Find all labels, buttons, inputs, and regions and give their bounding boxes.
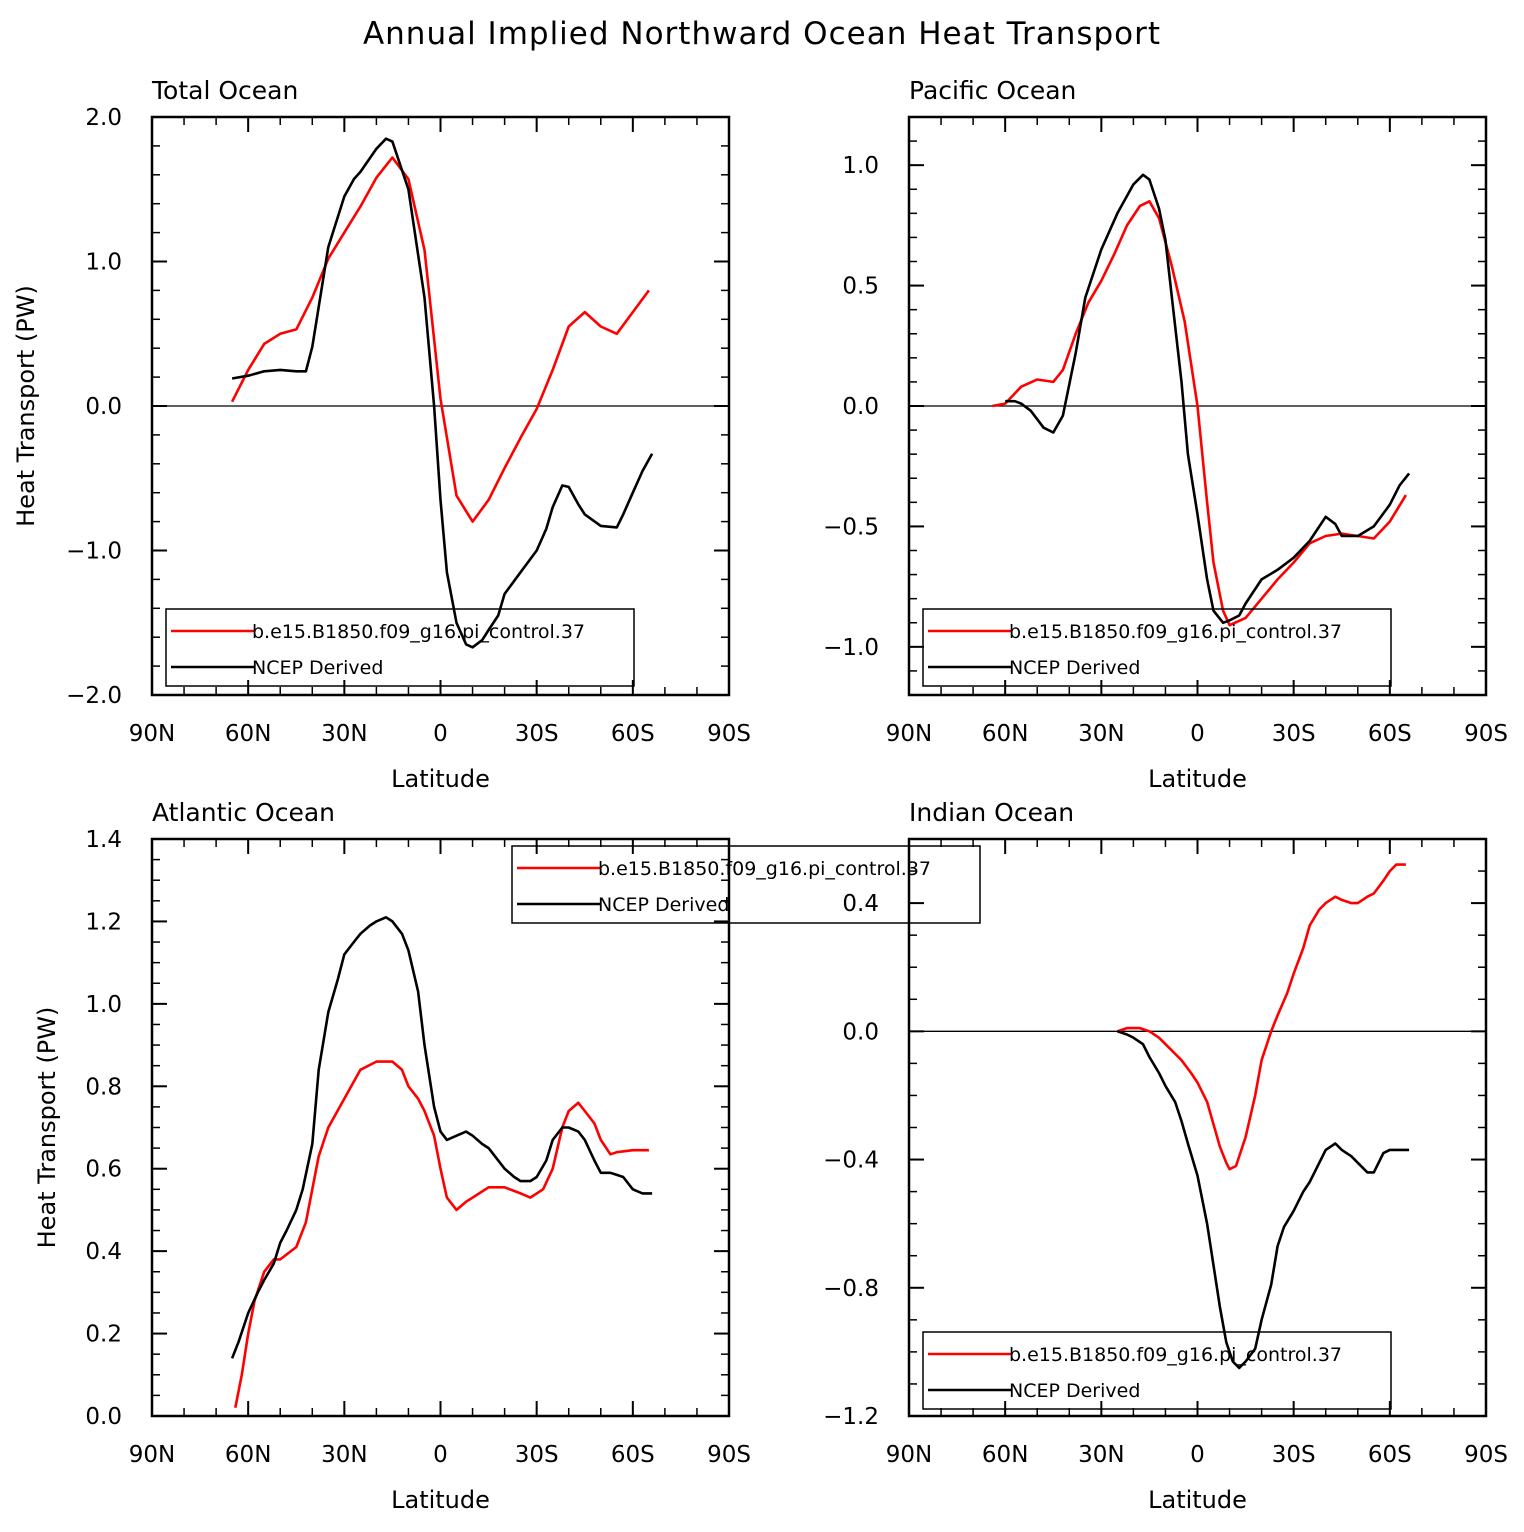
y-tick-label: −0.5: [823, 514, 879, 540]
x-tick-label: 60N: [982, 721, 1028, 747]
y-tick-label: 0.0: [842, 1019, 879, 1045]
model-series-line: [992, 200, 1408, 627]
panel-1: −1.0 −0.5 0.0 0.5 1.0 90N 60N 30N 0 30S 60S 90S Paci…: [823, 76, 1508, 793]
plot-frame: [150, 837, 731, 1418]
x-tick-label: 60S: [611, 721, 655, 747]
panel-title: Atlantic Ocean: [152, 798, 335, 827]
x-tick-label: 0: [433, 721, 448, 747]
x-tick-label: 30N: [321, 1442, 367, 1468]
x-axis-label: Latitude: [1148, 765, 1247, 793]
x-tick-label: 30N: [1078, 721, 1124, 747]
y-tick-label: 0.2: [85, 1322, 122, 1348]
y-tick-label: −0.4: [823, 1148, 879, 1174]
legend-box: [165, 608, 635, 687]
obs-series-line: [231, 137, 654, 649]
legend-model-label: b.e15.B1850.f09_g16.pi_control.37: [252, 621, 585, 643]
model-series-line: [1116, 863, 1406, 1171]
y-tick-label: 1.0: [85, 992, 122, 1018]
figure-title: Annual Implied Northward Ocean Heat Tran…: [363, 16, 1161, 52]
panel-title: Total Ocean: [151, 76, 298, 105]
x-tick-label: 60S: [611, 1442, 655, 1468]
x-tick-label: 30S: [1272, 1442, 1316, 1468]
x-axis-label: Latitude: [391, 1486, 490, 1514]
panel-3: −1.2 −0.8 −0.4 0.0 0.4 90N 60N 30N 0 30S 60S 90S Ind…: [823, 798, 1508, 1514]
x-tick-label: 90N: [886, 721, 932, 747]
x-tick-label: 60S: [1368, 721, 1412, 747]
y-tick-label: 0.5: [842, 274, 879, 300]
y-tick-label: −1.2: [823, 1404, 879, 1430]
x-tick-label: 90S: [707, 721, 751, 747]
x-axis-label: Latitude: [391, 765, 490, 793]
model-series-line: [230, 156, 650, 523]
y-tick-label: 1.0: [85, 250, 122, 276]
x-tick-label: 0: [433, 1442, 448, 1468]
legend-model-label: b.e15.B1850.f09_g16.pi_control.37: [598, 858, 931, 880]
legend-box: [922, 608, 1392, 687]
x-tick-label: 60S: [1368, 1442, 1412, 1468]
x-tick-label: 90N: [886, 1442, 932, 1468]
y-tick-label: 0.8: [85, 1074, 122, 1100]
y-tick-label: 0.0: [842, 394, 879, 420]
x-tick-label: 30N: [321, 721, 367, 747]
x-tick-label: 60N: [225, 1442, 271, 1468]
x-axis-label: Latitude: [1148, 1486, 1247, 1514]
x-tick-label: 90S: [1464, 1442, 1508, 1468]
legend-box: [922, 1331, 1392, 1410]
y-tick-label: −0.8: [823, 1276, 879, 1302]
legend-obs-label: NCEP Derived: [1009, 1380, 1140, 1402]
model-series-line: [234, 1060, 649, 1409]
x-tick-label: 90S: [707, 1442, 751, 1468]
plot-frame: [907, 837, 1488, 1418]
legend-obs-label: NCEP Derived: [1009, 657, 1140, 679]
x-tick-label: 60N: [982, 1442, 1028, 1468]
legend: b.e15.B1850.f09_g16.pi_control.37 NCEP De…: [165, 608, 635, 687]
legend-obs-label: NCEP Derived: [598, 894, 729, 916]
legend: b.e15.B1850.f09_g16.pi_control.37 NCEP De…: [922, 1331, 1392, 1410]
y-tick-label: 1.0: [842, 153, 879, 179]
y-tick-label: −1.0: [66, 539, 122, 565]
x-tick-label: 30S: [515, 1442, 559, 1468]
x-tick-label: 30S: [515, 721, 559, 747]
y-axis-label: Heat Transport (PW): [33, 1007, 61, 1249]
panel-2: 0.0 0.2 0.4 0.6 0.8 1.0 1.2 1.4 90N 60N 30N 0 30S 60S…: [33, 798, 981, 1514]
obs-series-line: [1005, 173, 1411, 625]
x-tick-label: 60N: [225, 721, 271, 747]
legend-model-label: b.e15.B1850.f09_g16.pi_control.37: [1009, 1344, 1342, 1366]
legend-model-label: b.e15.B1850.f09_g16.pi_control.37: [1009, 621, 1342, 643]
legend: b.e15.B1850.f09_g16.pi_control.37 NCEP De…: [922, 608, 1392, 687]
y-axis-label: Heat Transport (PW): [12, 285, 40, 527]
y-tick-label: −1.0: [823, 635, 879, 661]
y-tick-label: 1.4: [85, 827, 122, 853]
y-tick-label: 2.0: [85, 105, 122, 131]
legend-obs-label: NCEP Derived: [252, 657, 383, 679]
y-tick-label: 0.0: [85, 1404, 122, 1430]
y-tick-label: 0.4: [842, 891, 879, 917]
x-tick-label: 0: [1190, 721, 1205, 747]
legend-box: [511, 845, 981, 924]
x-tick-label: 0: [1190, 1442, 1205, 1468]
y-tick-label: −2.0: [66, 683, 122, 709]
plot-frame: [907, 115, 1488, 697]
y-tick-label: 0.0: [85, 394, 122, 420]
panel-0: −2.0 −1.0 0.0 1.0 2.0 90N 60N 30N 0 30S 60S 90S Tota…: [12, 76, 751, 793]
y-tick-label: 1.2: [85, 909, 122, 935]
legend: b.e15.B1850.f09_g16.pi_control.37 NCEP De…: [511, 845, 981, 924]
obs-series-line: [1116, 1030, 1410, 1370]
y-tick-label: 0.4: [85, 1239, 122, 1265]
x-tick-label: 30N: [1078, 1442, 1124, 1468]
x-tick-label: 90N: [129, 1442, 175, 1468]
panel-title: Indian Ocean: [909, 798, 1074, 827]
panel-title: Pacific Ocean: [909, 76, 1076, 105]
x-tick-label: 90N: [129, 721, 175, 747]
plot-frame: [150, 115, 731, 697]
obs-series-line: [230, 915, 653, 1359]
x-tick-label: 30S: [1272, 721, 1316, 747]
y-tick-label: 0.6: [85, 1157, 122, 1183]
x-tick-label: 90S: [1464, 721, 1508, 747]
